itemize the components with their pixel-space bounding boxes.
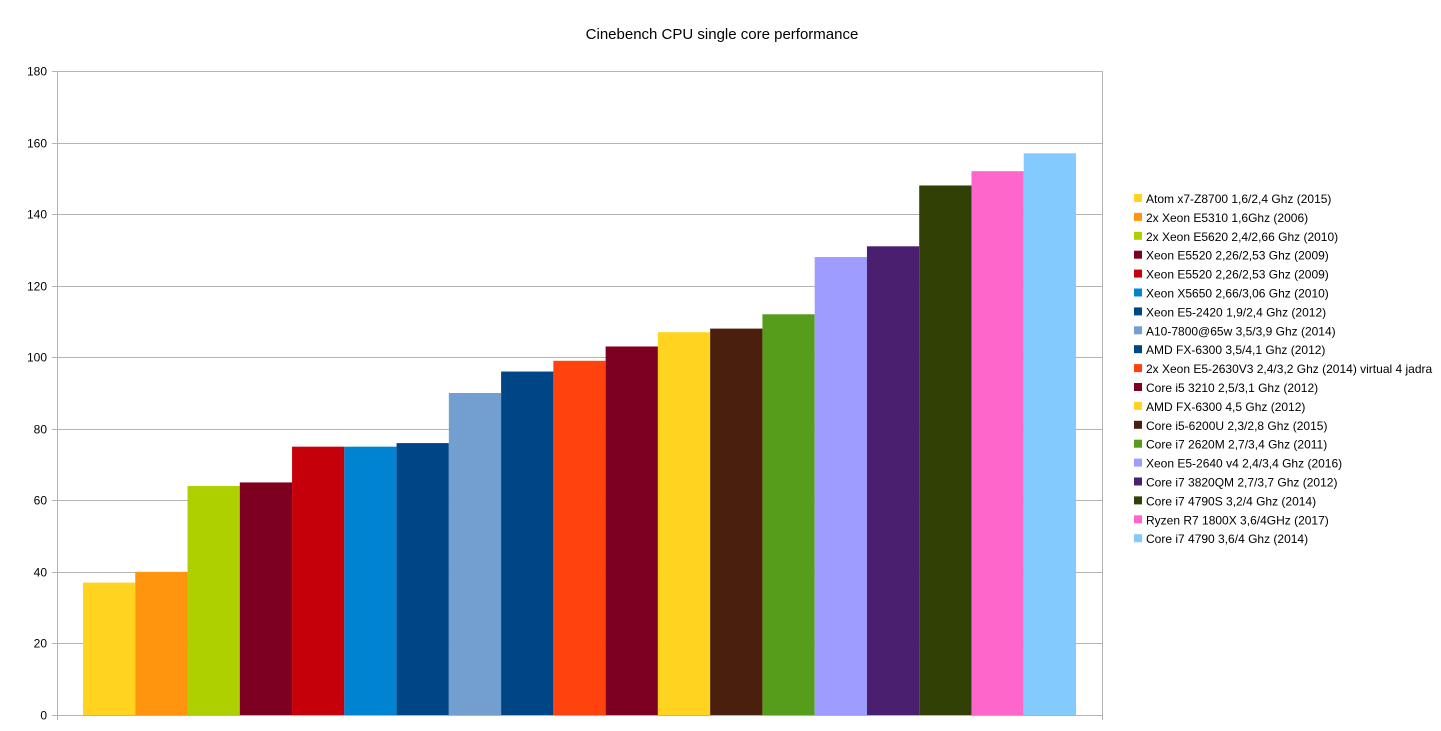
bar xyxy=(83,582,136,715)
legend: Atom x7-Z8700 1,6/2,4 Ghz (2015) 2x Xeon … xyxy=(1134,192,1433,546)
y-tick-label: 40 xyxy=(34,566,48,580)
bar xyxy=(971,171,1024,715)
bar xyxy=(605,346,658,715)
legend-swatch xyxy=(1134,212,1142,221)
legend-label: Xeon E5520 2,26/2,53 Ghz (2009) xyxy=(1146,268,1329,282)
legend-swatch xyxy=(1134,250,1142,259)
legend-swatch xyxy=(1134,326,1142,335)
legend-swatch xyxy=(1134,477,1142,486)
bar xyxy=(344,446,397,715)
legend-swatch xyxy=(1134,345,1142,354)
bar xyxy=(657,332,711,715)
y-tick-label: 100 xyxy=(27,351,47,365)
legend-swatch xyxy=(1134,458,1142,467)
legend-swatch xyxy=(1134,231,1142,240)
y-tick-label: 140 xyxy=(27,208,47,222)
y-axis-ticks: 0 20 40 60 80 100 120 140 160 180 xyxy=(27,65,57,723)
bar xyxy=(553,360,606,715)
legend-label: Atom x7-Z8700 1,6/2,4 Ghz (2015) xyxy=(1146,192,1331,206)
legend-label: Core i5-6200U 2,3/2,8 Ghz (2015) xyxy=(1146,419,1327,433)
legend-swatch xyxy=(1134,269,1142,278)
bar xyxy=(1023,153,1076,716)
legend-swatch xyxy=(1134,496,1142,505)
legend-label: Xeon E5-2420 1,9/2,4 Ghz (2012) xyxy=(1146,305,1326,319)
legend-label: AMD FX-6300 4,5 Ghz (2012) xyxy=(1146,400,1305,414)
bar xyxy=(762,314,815,715)
chart-title: Cinebench CPU single core performance xyxy=(586,26,859,43)
legend-swatch xyxy=(1134,383,1142,391)
bar xyxy=(187,486,240,715)
bar xyxy=(501,371,554,715)
bar xyxy=(814,257,867,715)
bar xyxy=(396,443,449,715)
legend-swatch xyxy=(1134,420,1142,429)
legend-label: Core i7 2620M 2,7/3,4 Ghz (2011) xyxy=(1146,438,1327,452)
bar xyxy=(919,185,972,715)
legend-swatch xyxy=(1134,401,1142,410)
legend-label: Core i7 4790S 3,2/4 Ghz (2014) xyxy=(1146,494,1316,508)
y-tick-label: 0 xyxy=(40,709,47,723)
legend-swatch xyxy=(1134,364,1142,373)
bar xyxy=(135,571,188,715)
legend-label: Xeon X5650 2,66/3,06 Ghz (2010) xyxy=(1146,287,1329,301)
legend-label: Core i7 4790 3,6/4 Ghz (2014) xyxy=(1146,532,1308,546)
legend-swatch xyxy=(1134,534,1142,543)
legend-label: 2x Xeon E5310 1,6Ghz (2006) xyxy=(1146,211,1308,225)
y-tick-label: 120 xyxy=(27,280,47,294)
y-tick-label: 160 xyxy=(27,137,47,151)
bar xyxy=(866,246,920,716)
legend-label: Ryzen R7 1800X 3,6/4GHz (2017) xyxy=(1146,513,1329,527)
bar xyxy=(448,393,502,715)
legend-swatch xyxy=(1134,288,1142,297)
legend-label: A10-7800@65w 3,5/3,9 Ghz (2014) xyxy=(1146,324,1336,338)
legend-label: AMD FX-6300 3,5/4,1 Ghz (2012) xyxy=(1146,343,1325,357)
legend-swatch xyxy=(1134,439,1142,448)
y-tick-label: 60 xyxy=(34,494,48,508)
legend-label: Core i5 3210 2,5/3,1 Ghz (2012) xyxy=(1146,381,1318,395)
legend-swatch xyxy=(1134,194,1142,202)
y-tick-label: 180 xyxy=(27,65,47,79)
y-tick-label: 20 xyxy=(34,637,48,651)
legend-label: 2x Xeon E5620 2,4/2,66 Ghz (2010) xyxy=(1146,230,1338,244)
bar xyxy=(239,482,293,715)
legend-swatch xyxy=(1134,515,1142,524)
bars xyxy=(83,153,1076,716)
legend-label: Xeon E5-2640 v4 2,4/3,4 Ghz (2016) xyxy=(1146,457,1342,471)
bar xyxy=(292,446,345,715)
y-tick-label: 80 xyxy=(34,423,48,437)
legend-label: Core i7 3820QM 2,7/3,7 Ghz (2012) xyxy=(1146,476,1337,490)
legend-swatch xyxy=(1134,307,1142,316)
bar xyxy=(710,328,763,715)
axes xyxy=(52,71,1103,720)
legend-label: 2x Xeon E5-2630V3 2,4/3,2 Ghz (2014) vir… xyxy=(1146,362,1433,376)
legend-label: Xeon E5520 2,26/2,53 Ghz (2009) xyxy=(1146,249,1329,263)
